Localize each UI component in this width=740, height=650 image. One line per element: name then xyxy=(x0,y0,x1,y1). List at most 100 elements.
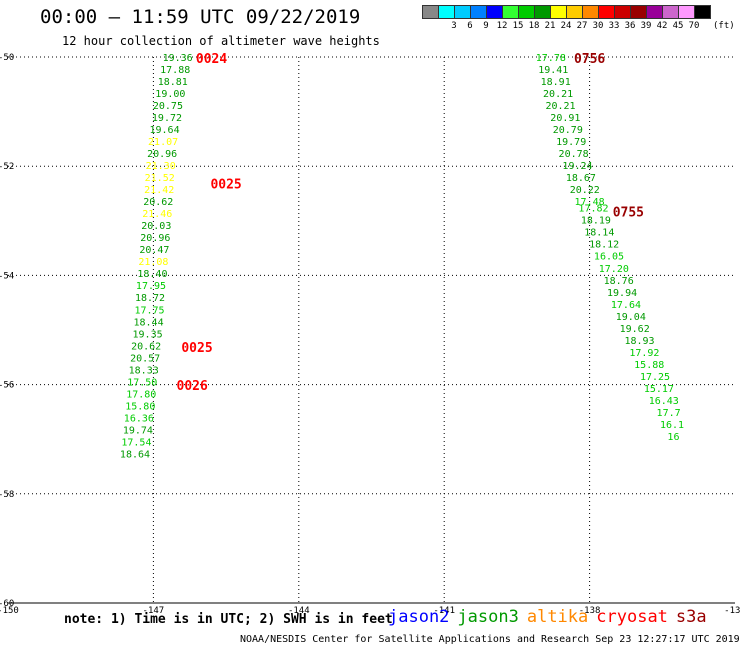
swh-point-label: 20.96 xyxy=(140,233,170,244)
footnote: note: 1) Time is in UTC; 2) SWH is in fe… xyxy=(64,612,393,627)
color-scale-label: 24 xyxy=(560,21,572,31)
swh-point-label: 18.44 xyxy=(133,317,163,328)
swh-point-label: 16.05 xyxy=(594,252,624,263)
swh-point-label: 17.92 xyxy=(629,348,659,359)
swh-point-label: 19.36 xyxy=(163,53,193,64)
color-scale-unit: (ft) xyxy=(713,21,735,31)
swh-point-label: 15.17 xyxy=(644,384,674,395)
swh-point-label: 18.14 xyxy=(584,228,614,239)
color-scale-label: 6 xyxy=(467,21,473,31)
satellite-legend-altika: altika xyxy=(526,607,589,627)
swh-point-label: 19.94 xyxy=(607,288,637,299)
swh-point-label: 17.82 xyxy=(578,204,608,215)
y-tick-label: -52 xyxy=(0,162,14,172)
color-scale-label: 3 xyxy=(451,21,457,31)
color-scale-label: 45 xyxy=(672,21,684,31)
swh-point-label: 19.00 xyxy=(155,89,185,100)
x-tick-label: -144 xyxy=(288,606,310,616)
time-label: 0025 xyxy=(210,178,241,193)
time-label: 0025 xyxy=(181,341,212,356)
swh-point-label: 19.74 xyxy=(123,425,153,436)
swh-point-label: 17.88 xyxy=(160,65,190,76)
time-label: 0755 xyxy=(613,206,644,221)
color-scale-legend: (ft) 3 6 9 12 15 18 21 24 27 30 33 36 39 42 45 70 xyxy=(422,5,735,31)
swh-point-label: 20.62 xyxy=(131,341,161,352)
swh-point-label: 20.96 xyxy=(147,149,177,160)
color-scale-label: 18 xyxy=(528,21,540,31)
swh-point-label: 16.1 xyxy=(660,420,684,431)
satellite-legend-jason3: jason3 xyxy=(457,607,519,627)
satellite-legend: jason2 jason3 altika cryosat s3a xyxy=(388,607,715,627)
swh-point-label: 20.47 xyxy=(139,245,169,256)
y-tick-label: -58 xyxy=(0,490,14,500)
color-scale-label: 21 xyxy=(544,21,556,31)
swh-point-label: 17.50 xyxy=(127,377,157,388)
swh-point-label: 17.80 xyxy=(126,389,156,400)
swh-point-label: 18.93 xyxy=(624,336,654,347)
swh-point-label: 19.35 xyxy=(133,329,163,340)
color-scale-label: 30 xyxy=(592,21,604,31)
swh-point-label: 15.88 xyxy=(634,360,664,371)
x-tick-label: -147 xyxy=(143,606,165,616)
swh-point-label: 21.08 xyxy=(138,257,168,268)
x-tick-label: -141 xyxy=(433,606,455,616)
color-swatch xyxy=(694,5,711,19)
swh-point-label: 17.25 xyxy=(640,372,670,383)
swh-point-label: 20.75 xyxy=(153,101,183,112)
swh-point-label: 16 xyxy=(667,432,679,443)
swh-point-label: 19.72 xyxy=(152,113,182,124)
swh-point-label: 18.12 xyxy=(589,240,619,251)
swh-point-label: 19.62 xyxy=(620,324,650,335)
x-tick-label: -135 xyxy=(724,606,740,616)
swh-point-label: 20.79 xyxy=(553,125,583,136)
swh-point-label: 18.40 xyxy=(137,269,167,280)
swh-point-label: 20.62 xyxy=(143,197,173,208)
time-label: 0026 xyxy=(177,379,208,394)
swh-point-label: 18.19 xyxy=(581,216,611,227)
swh-point-label: 17.7 xyxy=(657,408,681,419)
swh-point-label: 18.91 xyxy=(541,77,571,88)
swh-point-label: 21.46 xyxy=(142,209,172,220)
swh-point-label: 19.79 xyxy=(556,137,586,148)
time-label: 0024 xyxy=(196,52,227,67)
y-tick-label: -54 xyxy=(0,271,14,281)
swh-point-label: 21.52 xyxy=(145,173,175,184)
swh-point-label: 20.57 xyxy=(130,353,160,364)
x-tick-label: -138 xyxy=(579,606,601,616)
swh-point-label: 18.64 xyxy=(120,449,150,460)
swh-point-label: 15.80 xyxy=(125,401,155,412)
time-label: 0756 xyxy=(574,52,605,67)
swh-point-label: 19.64 xyxy=(149,125,179,136)
swh-point-label: 20.21 xyxy=(543,89,573,100)
swh-point-label: 19.41 xyxy=(538,65,568,76)
color-scale-label: 27 xyxy=(576,21,588,31)
swh-point-label: 18.81 xyxy=(158,77,188,88)
swh-point-label: 20.22 xyxy=(570,185,600,196)
color-scale-label: 42 xyxy=(656,21,668,31)
swh-point-label: 19.04 xyxy=(616,312,646,323)
swh-point-label: 21.42 xyxy=(144,185,174,196)
color-scale-label: 36 xyxy=(624,21,636,31)
wave-height-map: -150 -147 -144 -141 -138 -135 -50 -52 -54 -56 -58 -… xyxy=(0,52,740,616)
color-scale-label: 12 xyxy=(496,21,508,31)
swh-point-label: 18.72 xyxy=(135,293,165,304)
color-scale-label: 70 xyxy=(688,21,700,31)
swh-point-label: 17.20 xyxy=(599,264,629,275)
y-tick-label: -50 xyxy=(0,53,14,63)
swh-point-label: 18.76 xyxy=(604,276,634,287)
swh-point-label: 16.43 xyxy=(649,396,679,407)
satellite-legend-cryosat: cryosat xyxy=(596,607,668,627)
y-tick-label: -56 xyxy=(0,381,14,391)
color-scale-label: 15 xyxy=(512,21,524,31)
satellite-legend-jason2: jason2 xyxy=(388,607,450,627)
color-scale-swatches xyxy=(422,5,711,19)
color-scale-label: 33 xyxy=(608,21,620,31)
swh-point-label: 20.91 xyxy=(550,113,580,124)
x-tick-label: -150 xyxy=(0,606,19,616)
page-subtitle: 12 hour collection of altimeter wave hei… xyxy=(62,34,380,48)
swh-point-label: 17.54 xyxy=(121,437,151,448)
swh-point-label: 18.67 xyxy=(566,173,596,184)
swh-point-label: 18.33 xyxy=(129,365,159,376)
swh-point-label: 20.03 xyxy=(141,221,171,232)
swh-point-label: 17.48 xyxy=(575,197,605,208)
